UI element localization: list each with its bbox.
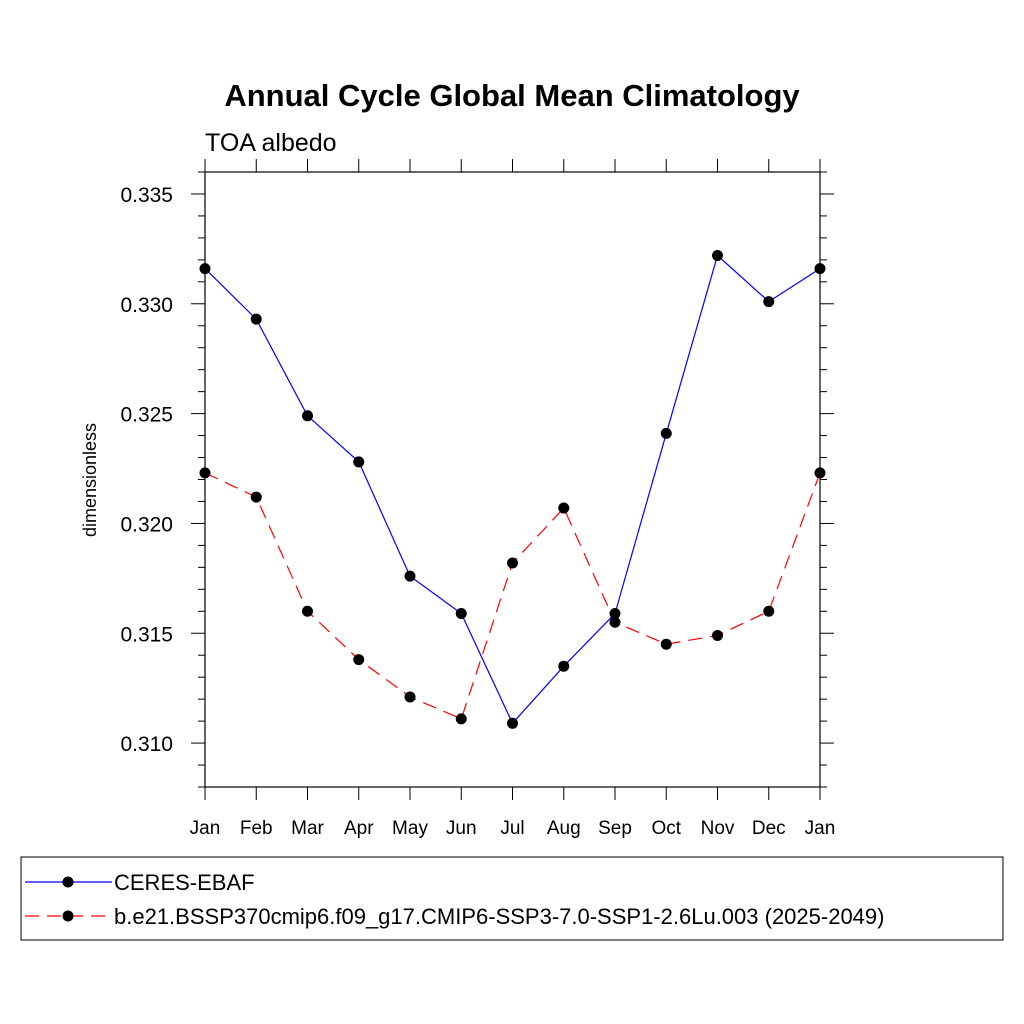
series-1-point: [660, 427, 672, 439]
y-tick-labels: 0.310 0.315 0.320 0.325 0.330 0.335: [120, 184, 173, 756]
series-2-point: [609, 616, 621, 628]
series-2-point: [660, 638, 672, 650]
series-2-point: [302, 605, 313, 617]
y-axis-label: dimensionless: [80, 423, 100, 537]
x-tick-label: Jan: [805, 818, 836, 839]
y-tick-label: 0.330: [120, 294, 173, 317]
y-tick-label: 0.315: [120, 623, 173, 646]
chart-subtitle: TOA albedo: [205, 129, 337, 157]
y-tick-label: 0.310: [120, 733, 173, 756]
y-tick-label: 0.335: [120, 184, 173, 207]
plot-frame: [204, 171, 821, 788]
x-tick-label: Jun: [446, 818, 477, 839]
series-2-point: [763, 605, 775, 617]
x-tick-label: Mar: [291, 818, 324, 839]
series-1-point: [507, 717, 518, 729]
chart-title: Annual Cycle Global Mean Climatology: [224, 78, 800, 113]
x-tick-labels: Jan Feb Mar Apr May Jun Jul Aug Sep Oct Nov Dec Jan: [190, 818, 836, 839]
legend: CERES-EBAF b.e21.BSSP370cmip6.f09_g17.CMI…: [20, 856, 1004, 941]
x-tick-label: Feb: [240, 818, 273, 839]
x-tick-label: May: [392, 818, 428, 839]
legend-label-1: CERES-EBAF: [114, 870, 255, 895]
series-2-point: [404, 691, 416, 703]
x-tick-label: Jul: [500, 818, 524, 839]
series-1-point: [302, 410, 313, 422]
series-2-point: [455, 713, 467, 725]
series-line-1: [204, 254, 821, 725]
series-2-point: [712, 629, 723, 641]
series-2-point: [558, 502, 570, 514]
series-1-point: [609, 607, 621, 619]
series-1-point: [455, 607, 467, 619]
x-tick-label: Oct: [651, 818, 681, 839]
series-1-point: [712, 249, 723, 261]
series-1-point: [353, 456, 365, 468]
tick-group: [191, 159, 834, 800]
series-markers: [199, 249, 826, 729]
legend-marker-2: [62, 910, 74, 922]
series-2-point: [353, 654, 365, 666]
y-tick-label: 0.320: [120, 513, 173, 536]
series-1-point: [558, 660, 570, 672]
series-line-2: [204, 472, 821, 720]
y-tick-label: 0.325: [120, 404, 173, 427]
x-tick-label: Sep: [598, 818, 632, 839]
x-tick-label: Aug: [547, 818, 581, 839]
legend-box: [20, 856, 1004, 941]
series-1-point: [250, 313, 262, 325]
series-1-point: [404, 570, 416, 582]
legend-marker-1: [62, 876, 74, 888]
series-lines: [204, 254, 821, 725]
x-tick-label: Dec: [752, 818, 786, 839]
x-tick-label: Apr: [344, 818, 374, 839]
x-tick-label: Jan: [190, 818, 221, 839]
legend-label-2: b.e21.BSSP370cmip6.f09_g17.CMIP6-SSP3-7.…: [114, 904, 884, 929]
x-tick-label: Nov: [701, 818, 735, 839]
series-1-point: [763, 296, 775, 308]
series-2-point: [250, 491, 262, 503]
series-2-point: [507, 557, 518, 569]
legend-entries: CERES-EBAF b.e21.BSSP370cmip6.f09_g17.CMI…: [25, 870, 884, 929]
